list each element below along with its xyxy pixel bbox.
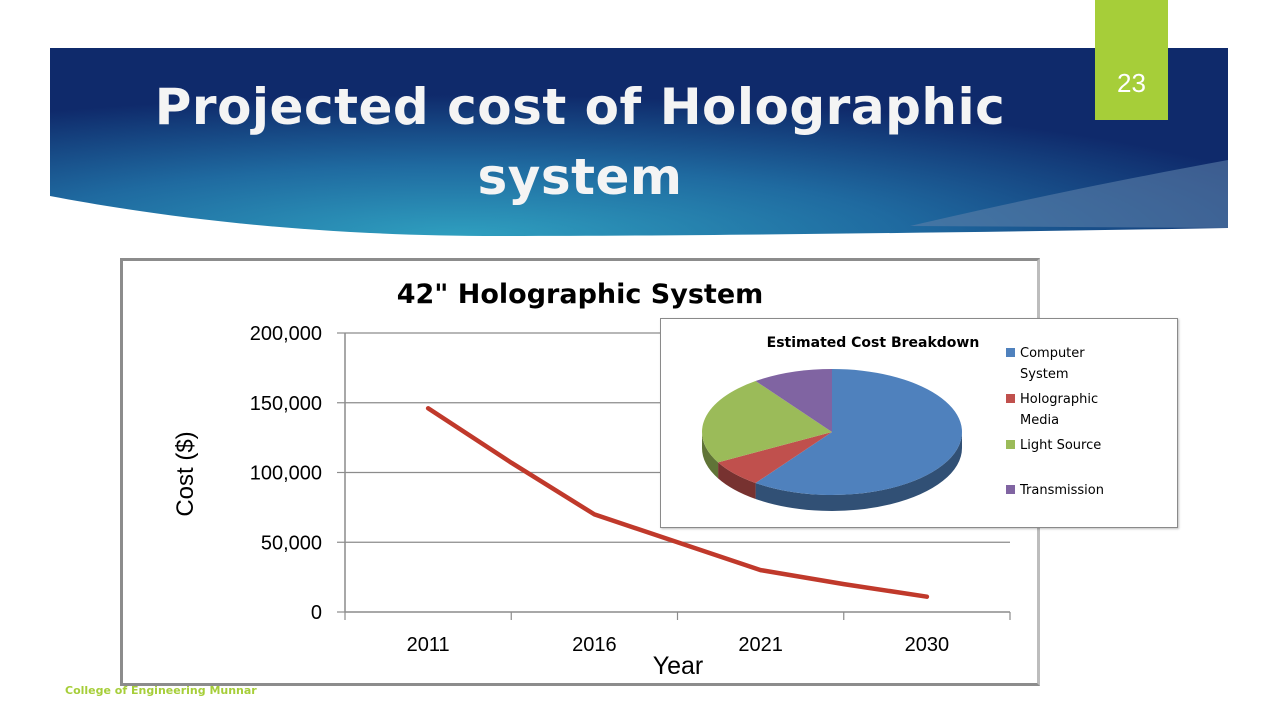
y-tick-label: 0 — [311, 602, 322, 624]
pie-slice — [755, 369, 832, 432]
series-line-cost — [425, 406, 930, 599]
pie-slice — [701, 381, 832, 463]
legend-swatch — [1006, 348, 1015, 357]
line-chart-title: 42" Holographic System — [397, 279, 764, 310]
pie-slice-side — [702, 432, 719, 479]
footer-text: College of Engineering Munnar — [65, 684, 257, 697]
y-tick-label: 150,000 — [250, 393, 322, 415]
pie-slice-side — [718, 462, 756, 499]
legend-label: Computer — [1020, 346, 1085, 361]
x-axis-label: Year — [653, 652, 704, 680]
pie-slice — [718, 432, 832, 483]
pie-chart-title: Estimated Cost Breakdown — [767, 335, 980, 351]
legend-swatch — [1006, 440, 1015, 449]
pie-slice-side — [755, 432, 963, 512]
legend-swatch — [1006, 394, 1015, 403]
x-tick-label: 2016 — [572, 634, 617, 656]
x-tick-label: 2011 — [407, 634, 450, 656]
pie-slice — [755, 369, 962, 496]
legend-label: System — [1020, 367, 1068, 382]
legend-swatch — [1006, 485, 1015, 494]
slide-number: 23 — [1117, 68, 1146, 98]
title-banner — [50, 48, 1228, 236]
y-tick-label: 200,000 — [250, 323, 322, 345]
legend-label: Light Source — [1020, 438, 1101, 453]
slide-title: Projected cost of Holographic system — [154, 78, 1006, 206]
x-tick-labels: 2011 2016 2021 2030 — [344, 612, 1011, 656]
y-tick-label: 50,000 — [261, 532, 322, 554]
y-tick-labels: 200,000 150,000 100,000 50,000 0 — [250, 323, 322, 624]
legend-label: Transmission — [1019, 483, 1104, 498]
x-tick-label: 2021 — [738, 634, 783, 656]
legend-label: Holographic — [1020, 392, 1098, 407]
y-tick-label: 100,000 — [250, 463, 322, 485]
y-axis-label: Cost ($) — [172, 431, 199, 516]
slide-number-badge — [1095, 0, 1168, 120]
x-tick-label: 2030 — [905, 634, 950, 656]
legend-label: Media — [1020, 413, 1059, 428]
pie-legend: Computer System Holographic Media Light Sour… — [1006, 346, 1104, 498]
